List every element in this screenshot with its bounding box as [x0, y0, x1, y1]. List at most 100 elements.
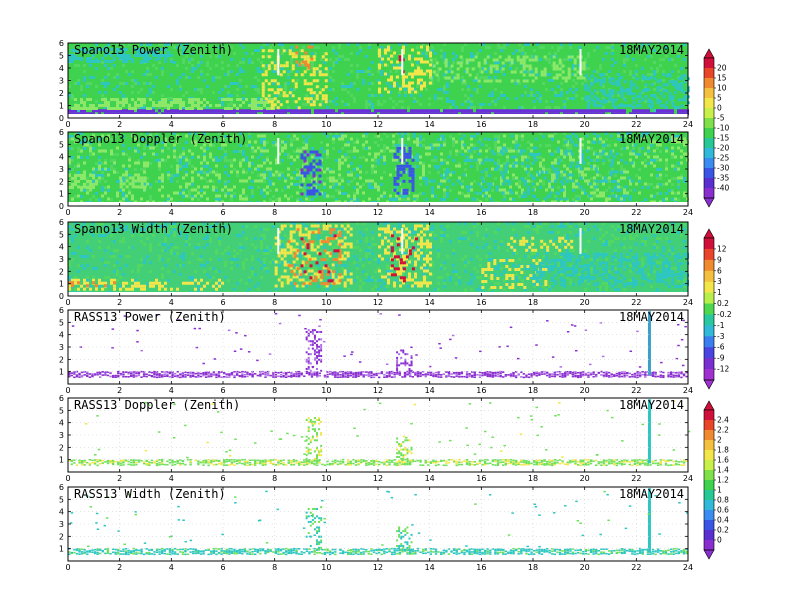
heat-cell — [173, 46, 176, 49]
heat-cell — [278, 177, 281, 180]
heat-cell — [458, 176, 461, 180]
heat-cell — [521, 191, 524, 195]
heat-cell — [365, 140, 368, 144]
heat-cell — [507, 55, 511, 59]
heat-cell — [296, 106, 299, 109]
heat-cell — [533, 106, 536, 109]
heat-cell — [602, 150, 605, 153]
heat-cell — [113, 168, 116, 171]
heat-cell — [683, 143, 686, 147]
heat-cell — [599, 104, 603, 108]
heat-cell — [128, 147, 131, 150]
heat-cell — [143, 152, 146, 156]
heat-cell — [513, 155, 517, 159]
heat-cell — [98, 104, 101, 107]
heat-cell — [378, 63, 381, 67]
heat-cell — [441, 134, 445, 138]
heat-cell — [368, 186, 371, 189]
heat-cell — [374, 135, 377, 138]
heat-cell — [356, 88, 359, 91]
heat-cell — [104, 180, 107, 183]
heat-cell — [266, 101, 269, 104]
heat-cell — [302, 189, 305, 192]
heat-cell — [206, 237, 209, 240]
heat-cell — [420, 87, 423, 91]
heat-cell — [194, 104, 197, 107]
heat-cell — [518, 109, 521, 113]
heat-cell — [414, 72, 417, 76]
heat-cell — [296, 155, 299, 159]
heat-cell — [446, 109, 449, 113]
heat-cell — [89, 48, 92, 51]
heat-cell — [581, 147, 584, 150]
heat-cell — [248, 168, 251, 171]
heat-cell — [131, 197, 134, 201]
heat-cell — [617, 198, 620, 201]
heat-cell — [656, 101, 660, 105]
heat-cell — [305, 197, 308, 201]
heat-cell — [371, 164, 374, 168]
heat-cell — [677, 191, 680, 195]
heat-cell — [137, 270, 140, 273]
heat-cell — [443, 58, 446, 61]
heat-cell — [543, 176, 547, 180]
heat-cell — [356, 76, 359, 79]
heat-cell — [92, 255, 95, 258]
heat-cell — [254, 85, 257, 88]
heat-cell — [593, 180, 596, 183]
heat-cell — [581, 170, 584, 174]
heat-cell — [269, 167, 272, 171]
heat-cell — [605, 100, 608, 103]
heat-cell — [230, 267, 233, 270]
heat-cell — [677, 186, 680, 189]
heat-cell — [644, 85, 647, 88]
heat-cell — [230, 103, 233, 106]
heat-cell — [671, 83, 675, 87]
heat-cell — [431, 192, 434, 195]
heat-cell — [596, 155, 599, 159]
heat-cell — [134, 149, 137, 153]
heat-cell — [167, 43, 170, 46]
heat-cell — [558, 67, 562, 71]
heat-cell — [621, 194, 625, 198]
heat-cell — [188, 162, 191, 165]
heat-cell — [215, 200, 218, 204]
heat-cell — [233, 258, 236, 261]
heat-cell — [83, 189, 86, 192]
heat-cell — [425, 55, 428, 58]
heat-cell — [173, 234, 176, 237]
heat-cell — [98, 109, 101, 113]
heat-cell — [71, 237, 74, 240]
heat-cell — [221, 100, 224, 103]
heat-cell — [92, 147, 95, 150]
heat-cell — [417, 69, 420, 73]
heat-cell — [293, 177, 296, 180]
heat-cell — [131, 132, 134, 135]
heat-cell — [182, 258, 185, 261]
heat-cell — [533, 147, 536, 150]
x-tick-label: 2 — [117, 120, 122, 129]
heat-cell — [599, 80, 603, 84]
heat-cell — [647, 100, 650, 103]
heat-cell — [542, 112, 545, 116]
heat-cell — [161, 249, 164, 252]
heat-cell — [89, 249, 92, 252]
heat-cell — [464, 109, 467, 113]
heat-cell — [179, 273, 182, 276]
heat-cell — [335, 135, 338, 138]
heat-cell — [128, 104, 131, 107]
heat-cell — [291, 67, 295, 71]
heat-cell — [417, 78, 420, 82]
heat-cell — [497, 165, 500, 168]
heat-cell — [665, 106, 668, 109]
heat-cell — [419, 144, 422, 147]
heat-cell — [158, 243, 161, 246]
heat-cell — [158, 104, 161, 107]
heat-cell — [680, 104, 684, 108]
heat-cell — [215, 112, 218, 116]
heat-cell — [611, 77, 615, 81]
heat-cell — [456, 179, 460, 183]
heat-cell — [402, 146, 406, 150]
heat-cell — [536, 153, 539, 156]
